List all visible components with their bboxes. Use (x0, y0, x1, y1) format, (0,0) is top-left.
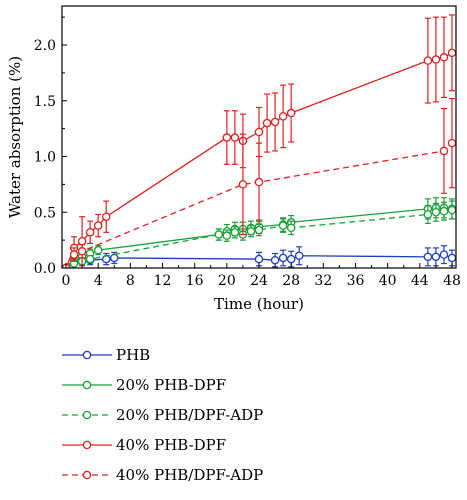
legend-marker (82, 380, 92, 390)
x-tick-label: 0 (62, 273, 71, 289)
legend-label: PHB (116, 346, 150, 364)
x-tick-label: 36 (347, 273, 365, 289)
x-axis-label: Time (hour) (214, 295, 304, 313)
data-point (85, 228, 95, 237)
data-point (254, 127, 264, 137)
legend-label: 40% PHB-DPF (116, 436, 226, 454)
data-point (254, 225, 264, 235)
x-tick-label: 12 (154, 273, 172, 289)
data-point (423, 252, 433, 262)
y-tick-label: 2.0 (34, 38, 56, 54)
data-point (439, 206, 449, 216)
data-point (222, 231, 232, 240)
data-point (431, 208, 441, 217)
data-point (270, 255, 280, 265)
data-point (270, 117, 280, 127)
data-point (447, 205, 456, 215)
data-point (93, 245, 103, 255)
data-point (93, 221, 103, 230)
data-point (294, 251, 304, 260)
data-point (101, 212, 111, 221)
data-point (447, 138, 456, 148)
legend-item: 40% PHB-DPF (62, 436, 226, 454)
data-point (286, 223, 296, 233)
data-point (214, 230, 224, 239)
data-point (447, 253, 456, 263)
data-point (254, 177, 264, 187)
x-tick-label: 8 (126, 273, 135, 289)
y-tick-label: 0.5 (34, 205, 56, 221)
data-point (286, 254, 296, 264)
data-point (238, 180, 248, 189)
x-tick-label: 20 (218, 273, 236, 289)
data-point (423, 210, 433, 219)
x-tick-label: 16 (186, 273, 204, 289)
legend-marker (82, 440, 92, 450)
legend-marker (82, 410, 92, 420)
x-tick-label: 28 (282, 273, 300, 289)
data-point (431, 252, 441, 262)
data-point (431, 55, 441, 64)
data-point (447, 48, 456, 58)
legend: PHB 20% PHB-DPF 20% PHB/DPF-ADP 40% PHB-DPF… (62, 346, 263, 484)
x-tick-label: 32 (314, 273, 332, 289)
data-point (278, 112, 288, 121)
axis-layer: 0 4 8 12 16 20 24 28 32 36 40 44 480.00.51.01.52.0 (34, 16, 461, 289)
legend-item: 20% PHB-DPF (62, 376, 226, 394)
legend-item: 20% PHB/DPF-ADP (62, 406, 263, 424)
data-point (254, 254, 264, 264)
x-tick-label: 48 (443, 273, 461, 289)
data-point (85, 254, 95, 264)
y-tick-label: 1.0 (34, 150, 56, 166)
legend-label: 40% PHB/DPF-ADP (116, 466, 263, 484)
data-point (222, 133, 232, 142)
y-tick-label: 1.5 (34, 94, 56, 110)
legend-label: 20% PHB-DPF (116, 376, 226, 394)
legend-label: 20% PHB/DPF-ADP (116, 406, 263, 424)
data-point (69, 250, 79, 259)
data-point (423, 56, 433, 65)
series-5 (62, 97, 456, 268)
data-point (439, 146, 449, 156)
y-axis-label: Water absorption (%) (6, 56, 24, 218)
x-tick-label: 40 (379, 273, 397, 289)
data-point (77, 236, 87, 246)
data-point (286, 108, 296, 118)
data-point (110, 253, 119, 263)
data-point (77, 247, 87, 256)
x-tick-label: 4 (94, 273, 103, 289)
data-point (439, 53, 449, 62)
legend-item: 40% PHB/DPF-ADP (62, 466, 263, 484)
data-point (439, 250, 449, 259)
x-tick-label: 44 (411, 273, 429, 289)
data-layer (62, 14, 456, 268)
data-point (278, 221, 288, 230)
data-point (278, 253, 288, 263)
legend-marker (82, 350, 92, 360)
legend-marker (82, 470, 92, 480)
data-point (246, 226, 256, 236)
x-tick-label: 24 (250, 273, 268, 289)
legend-item: PHB (62, 346, 150, 364)
data-point (230, 133, 240, 142)
data-point (262, 118, 272, 128)
data-point (230, 228, 240, 237)
y-tick-label: 0.0 (34, 261, 56, 277)
